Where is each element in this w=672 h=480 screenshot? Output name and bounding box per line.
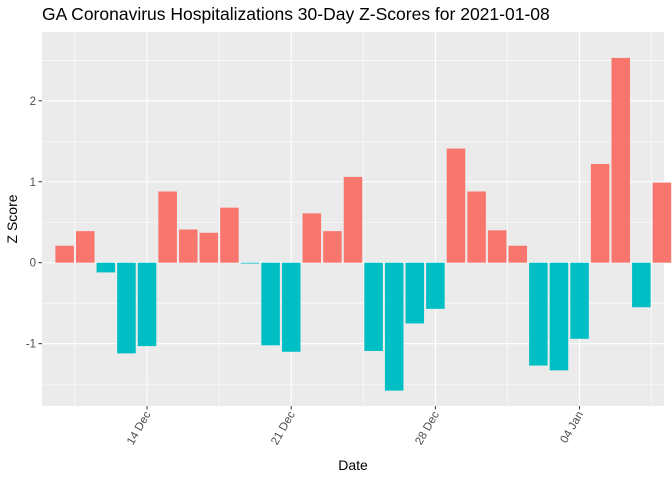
bar — [590, 163, 610, 263]
y-tick-label: 1 — [30, 177, 36, 189]
bar — [178, 229, 198, 263]
bar — [220, 207, 239, 263]
bar — [384, 262, 404, 391]
x-tick-label: 21 Dec — [269, 409, 298, 447]
y-tick-label: -1 — [26, 339, 36, 351]
y-tick-label: 0 — [30, 258, 36, 270]
bar — [261, 262, 280, 346]
bar-layer — [55, 57, 672, 391]
bar — [323, 231, 342, 263]
bar — [426, 262, 445, 309]
bar — [199, 232, 219, 263]
x-tick-label: 04 Jan — [558, 410, 586, 446]
bar — [343, 176, 363, 263]
bar — [611, 57, 631, 263]
bar — [302, 213, 322, 263]
bar — [467, 191, 486, 263]
bar — [405, 262, 425, 324]
bar — [529, 262, 548, 366]
bar — [55, 245, 74, 263]
chart-title: GA Coronavirus Hospitalizations 30-Day Z… — [42, 4, 550, 24]
y-axis-title: Z Score — [4, 194, 20, 243]
x-tick-label: 14 Dec — [125, 409, 154, 447]
bar — [487, 230, 507, 263]
x-tick-label: 28 Dec — [413, 409, 442, 447]
bar — [240, 262, 260, 264]
bar — [446, 148, 466, 263]
bar — [117, 262, 136, 354]
bar — [508, 245, 528, 263]
bar — [549, 262, 569, 371]
x-axis-title: Date — [338, 457, 368, 473]
y-tick-label: 2 — [30, 96, 36, 108]
bar — [137, 262, 157, 347]
bar — [96, 262, 116, 273]
bar — [570, 262, 589, 339]
bar — [158, 191, 177, 263]
bar — [632, 262, 651, 308]
bar — [75, 231, 95, 263]
bar — [364, 262, 383, 351]
bar — [652, 182, 672, 263]
bar — [281, 262, 301, 352]
